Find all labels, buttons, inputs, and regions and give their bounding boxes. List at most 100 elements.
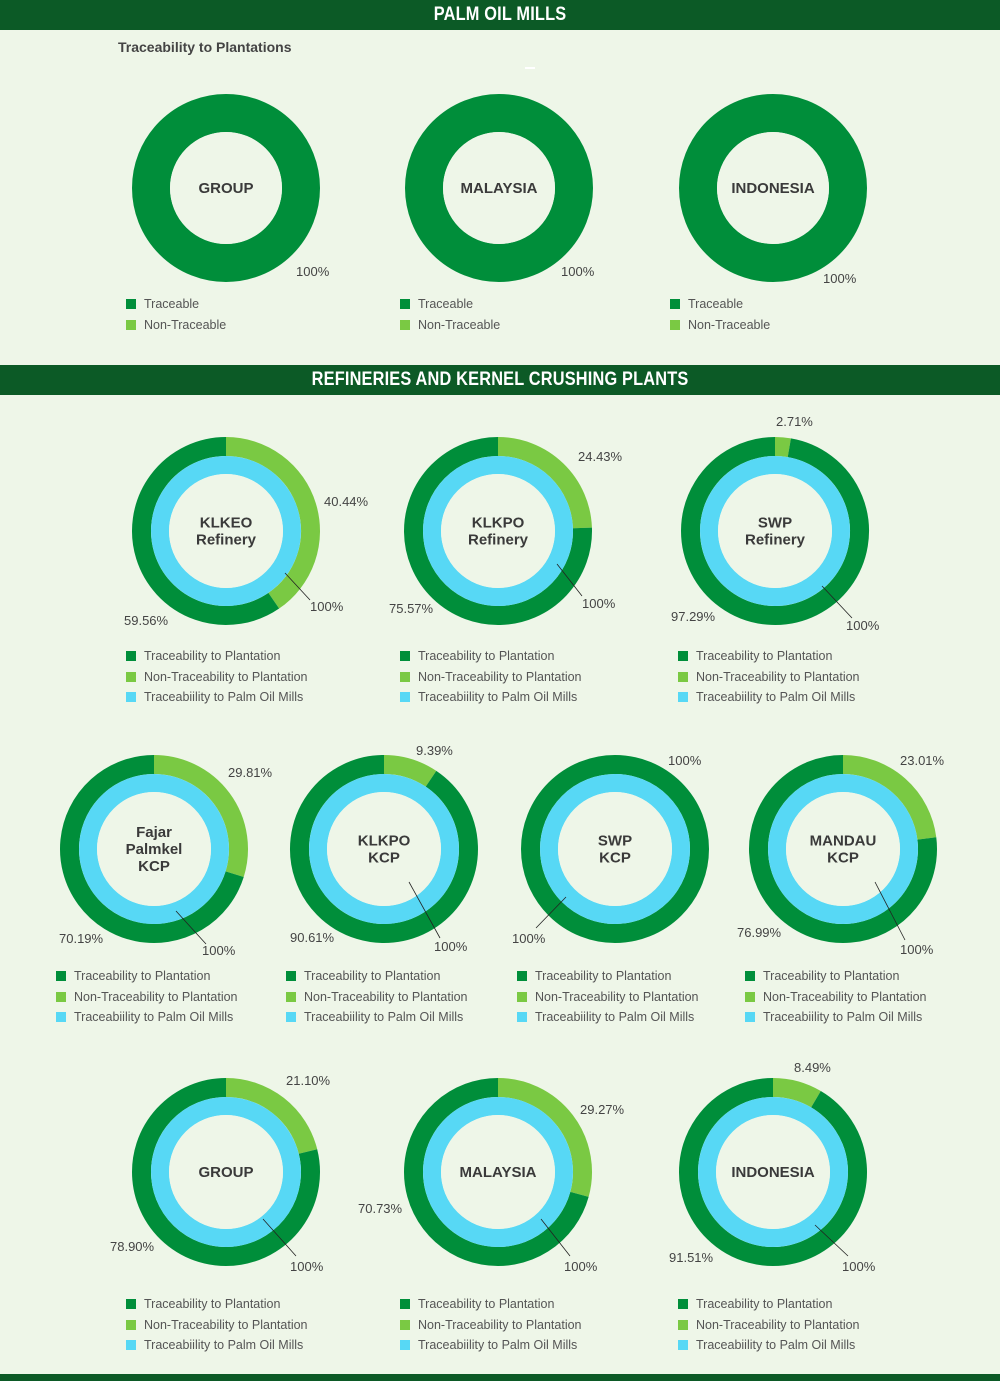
legend-item: Traceability to Plantation (517, 966, 699, 987)
legend-item: Traceability to Plantation (745, 966, 927, 987)
non-traceability-plantation-arc (842, 755, 937, 840)
data-label: 59.56% (124, 613, 169, 628)
legend-label: Traceability to Plantation (535, 969, 672, 983)
legend-label: Traceability to Plantation (763, 969, 900, 983)
legend-swatch (745, 971, 755, 981)
legend-label: Traceability to Plantation (696, 1297, 833, 1311)
legend-swatch (400, 671, 410, 682)
data-label: 70.73% (358, 1201, 403, 1216)
legend-item: Traceabiility to Palm Oil Mills (126, 1335, 308, 1356)
legend-swatch (56, 991, 66, 1002)
donut-center (169, 474, 283, 588)
legend-label: Traceable (144, 297, 200, 311)
leader-line (874, 881, 906, 941)
center-label: SWP (598, 833, 632, 850)
legend-swatch (678, 1319, 688, 1330)
refineries-header: REFINERIES AND KERNEL CRUSHING PLANTS (0, 365, 1000, 395)
data-label: 75.57% (389, 601, 434, 616)
legend-swatch (400, 692, 410, 702)
legend-item: Traceabiility to Palm Oil Mills (745, 1007, 927, 1028)
legend-item: Non-Traceability to Plantation (678, 1315, 860, 1336)
legend-swatch (400, 1340, 410, 1350)
center-label: KCP (368, 850, 400, 867)
data-label: 24.43% (578, 449, 623, 464)
legend-swatch (678, 1299, 688, 1309)
donut-center (327, 792, 441, 906)
traceable-arc (405, 94, 593, 282)
traceability-palm-oil-mills-arc (151, 1097, 301, 1247)
donut-center (786, 792, 900, 906)
legend-swatch (56, 1012, 66, 1022)
legend-swatch (126, 651, 136, 661)
traceability-plantation-arc (132, 437, 280, 625)
traceability-plantation-arc (290, 755, 478, 943)
legend-label: Traceability to Plantation (144, 649, 281, 663)
non-traceability-plantation-arc (772, 1078, 821, 1108)
legend-swatch (517, 1012, 527, 1022)
legend-item: Non-Traceable (670, 315, 770, 336)
data-label: 100% (434, 939, 468, 954)
legend-label: Traceabiility to Palm Oil Mills (144, 690, 304, 704)
donut-group-0: GROUP 100% (132, 94, 330, 282)
legend-item: Non-Traceability to Plantation (400, 667, 582, 688)
legend-item: Traceability to Plantation (126, 1294, 308, 1315)
legend-item: Traceable (670, 294, 770, 315)
data-label: 40.44% (324, 494, 369, 509)
legend-label: Non-Traceability to Plantation (696, 669, 860, 684)
legend-item: Traceabiility to Palm Oil Mills (678, 1335, 860, 1356)
palm-oil-mills-header: PALM OIL MILLS (0, 0, 1000, 30)
legend-item: Traceabiility to Palm Oil Mills (678, 687, 860, 708)
legend-swatch (678, 671, 688, 682)
palm-oil-mills-title: PALM OIL MILLS (433, 4, 567, 25)
legend-fajar-palmkel-kcp-6: Traceability to Plantation Non-Traceabili… (56, 966, 238, 1028)
non-traceability-plantation-arc (383, 755, 437, 787)
legend-group-10: Traceability to Plantation Non-Traceabili… (126, 1294, 308, 1356)
legend-label: Non-Traceability to Plantation (144, 1317, 308, 1332)
legend-item: Non-Traceability to Plantation (126, 667, 308, 688)
leader-line (284, 572, 311, 601)
legend-label: Non-Traceability to Plantation (74, 989, 238, 1004)
legend-item: Traceabiility to Palm Oil Mills (56, 1007, 238, 1028)
leader-line (814, 1224, 849, 1257)
legend-swatch (126, 299, 136, 309)
data-label: 8.49% (794, 1060, 831, 1075)
traceable-arc (132, 94, 320, 282)
traceability-palm-oil-mills-arc (700, 456, 850, 606)
traceability-plantation-arc (521, 755, 709, 943)
center-label: KCP (138, 858, 170, 875)
legend-swatch (670, 299, 680, 309)
leader-line (175, 910, 207, 945)
donut-center (169, 1115, 283, 1229)
legend-item: Traceabiility to Palm Oil Mills (126, 687, 308, 708)
data-label: 90.61% (290, 930, 335, 945)
legend-label: Traceability to Plantation (696, 649, 833, 663)
legend-swatch (678, 651, 688, 661)
traceability-subtitle: Traceability to Plantations (118, 39, 292, 55)
legend-item: Non-Traceability to Plantation (517, 987, 699, 1008)
legend-label: Traceabiility to Palm Oil Mills (418, 690, 578, 704)
data-label: 100% (823, 271, 857, 286)
legend-label: Traceability to Plantation (144, 1297, 281, 1311)
legend-label: Traceabiility to Palm Oil Mills (74, 1010, 234, 1024)
traceability-palm-oil-mills-arc (768, 774, 918, 924)
legend-swatch (126, 319, 136, 330)
donut-center (717, 132, 829, 244)
leader-line (821, 585, 853, 619)
data-label: 100% (310, 599, 344, 614)
data-label: 100% (900, 942, 934, 957)
legend-label: Traceability to Plantation (74, 969, 211, 983)
center-label: GROUP (198, 1164, 253, 1181)
data-label: 100% (202, 943, 236, 958)
data-label: 9.39% (416, 743, 453, 758)
legend-klkpo-kcp-7: Traceability to Plantation Non-Traceabili… (286, 966, 468, 1028)
traceability-palm-oil-mills-arc (423, 1097, 573, 1247)
donut-malaysia-1: MALAYSIA 100% (405, 94, 595, 282)
donut-malaysia-11: MALAYSIA 70.73% 29.27% 100% (358, 1078, 625, 1274)
traceability-palm-oil-mills-arc (309, 774, 459, 924)
donut-indonesia-12: INDONESIA 91.51% 8.49% 100% (669, 1060, 876, 1274)
legend-item: Non-Traceable (126, 315, 226, 336)
legend-label: Non-Traceable (688, 317, 771, 332)
